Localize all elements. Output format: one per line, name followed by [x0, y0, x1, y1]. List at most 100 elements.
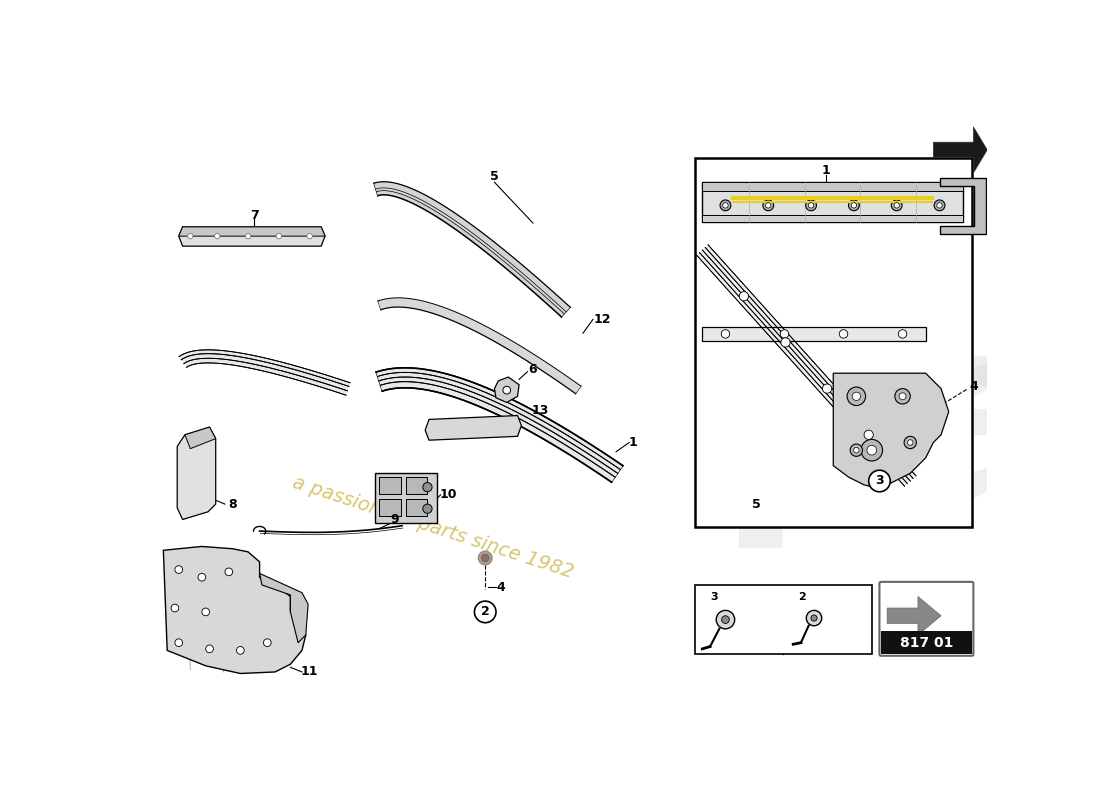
Text: 4: 4	[496, 581, 505, 594]
Polygon shape	[178, 227, 326, 236]
FancyBboxPatch shape	[703, 182, 962, 191]
Polygon shape	[887, 597, 942, 635]
Circle shape	[236, 646, 244, 654]
Polygon shape	[179, 350, 350, 395]
FancyBboxPatch shape	[378, 498, 400, 516]
Circle shape	[276, 234, 282, 239]
Circle shape	[811, 615, 817, 621]
Polygon shape	[834, 373, 948, 489]
FancyBboxPatch shape	[406, 477, 428, 494]
Text: 817 01: 817 01	[900, 636, 953, 650]
FancyBboxPatch shape	[375, 474, 437, 523]
Circle shape	[716, 610, 735, 629]
Text: a passion for parts since 1982: a passion for parts since 1982	[290, 473, 575, 582]
FancyBboxPatch shape	[703, 327, 926, 341]
Circle shape	[861, 439, 882, 461]
Text: 7: 7	[250, 209, 258, 222]
Circle shape	[869, 470, 890, 492]
Circle shape	[503, 386, 510, 394]
Text: 3: 3	[711, 591, 717, 602]
Text: 1: 1	[629, 436, 637, 449]
Circle shape	[854, 447, 859, 453]
Circle shape	[206, 645, 213, 653]
Text: 2: 2	[799, 591, 806, 602]
Circle shape	[202, 608, 209, 616]
Circle shape	[722, 616, 729, 623]
FancyBboxPatch shape	[406, 498, 428, 516]
Polygon shape	[185, 427, 216, 449]
Circle shape	[766, 202, 771, 208]
Circle shape	[851, 202, 857, 208]
Circle shape	[188, 234, 192, 239]
Text: 3: 3	[876, 474, 883, 487]
Circle shape	[739, 291, 749, 301]
Polygon shape	[178, 227, 326, 246]
Text: 8: 8	[229, 498, 236, 510]
Polygon shape	[495, 377, 519, 402]
Polygon shape	[378, 298, 581, 394]
Circle shape	[422, 504, 432, 514]
Circle shape	[264, 639, 272, 646]
Text: parts: parts	[717, 306, 1100, 548]
Text: 9: 9	[390, 513, 398, 526]
Circle shape	[723, 202, 728, 208]
Polygon shape	[376, 368, 623, 482]
Text: 6: 6	[529, 363, 537, 376]
Polygon shape	[163, 546, 306, 674]
Circle shape	[763, 200, 773, 210]
Polygon shape	[425, 415, 521, 440]
Circle shape	[867, 446, 877, 455]
Polygon shape	[939, 178, 986, 234]
Text: 4: 4	[969, 380, 978, 393]
Circle shape	[899, 393, 906, 400]
Circle shape	[805, 200, 816, 210]
Circle shape	[198, 574, 206, 581]
Text: euro: euro	[717, 206, 1100, 448]
Circle shape	[934, 200, 945, 210]
Circle shape	[895, 389, 911, 404]
Polygon shape	[177, 427, 216, 519]
Circle shape	[226, 568, 233, 576]
Circle shape	[806, 610, 822, 626]
Text: 5: 5	[491, 170, 498, 183]
Circle shape	[891, 200, 902, 210]
Circle shape	[850, 444, 862, 456]
Circle shape	[904, 436, 916, 449]
Circle shape	[478, 551, 492, 565]
Circle shape	[908, 440, 913, 446]
FancyBboxPatch shape	[703, 214, 962, 222]
Circle shape	[175, 566, 183, 574]
Circle shape	[894, 202, 900, 208]
Text: 12: 12	[594, 313, 610, 326]
Circle shape	[780, 330, 789, 338]
Circle shape	[823, 384, 832, 394]
Circle shape	[808, 202, 814, 208]
Circle shape	[839, 330, 848, 338]
FancyBboxPatch shape	[378, 477, 400, 494]
FancyBboxPatch shape	[881, 631, 972, 654]
Circle shape	[422, 482, 432, 492]
Text: 1: 1	[822, 164, 829, 177]
Circle shape	[847, 387, 866, 406]
Circle shape	[937, 202, 943, 208]
Circle shape	[172, 604, 178, 612]
FancyBboxPatch shape	[880, 582, 974, 656]
Circle shape	[848, 200, 859, 210]
Circle shape	[852, 392, 860, 401]
Circle shape	[307, 234, 312, 239]
Circle shape	[482, 554, 490, 562]
FancyBboxPatch shape	[703, 182, 962, 222]
Circle shape	[175, 639, 183, 646]
Circle shape	[722, 330, 729, 338]
Polygon shape	[933, 126, 988, 173]
Circle shape	[245, 234, 251, 239]
Circle shape	[899, 330, 906, 338]
Circle shape	[781, 338, 790, 347]
Circle shape	[214, 234, 220, 239]
Polygon shape	[374, 182, 570, 317]
FancyBboxPatch shape	[695, 585, 871, 654]
Polygon shape	[696, 245, 916, 486]
Circle shape	[720, 200, 730, 210]
Circle shape	[865, 430, 873, 439]
Text: 5: 5	[752, 498, 760, 510]
